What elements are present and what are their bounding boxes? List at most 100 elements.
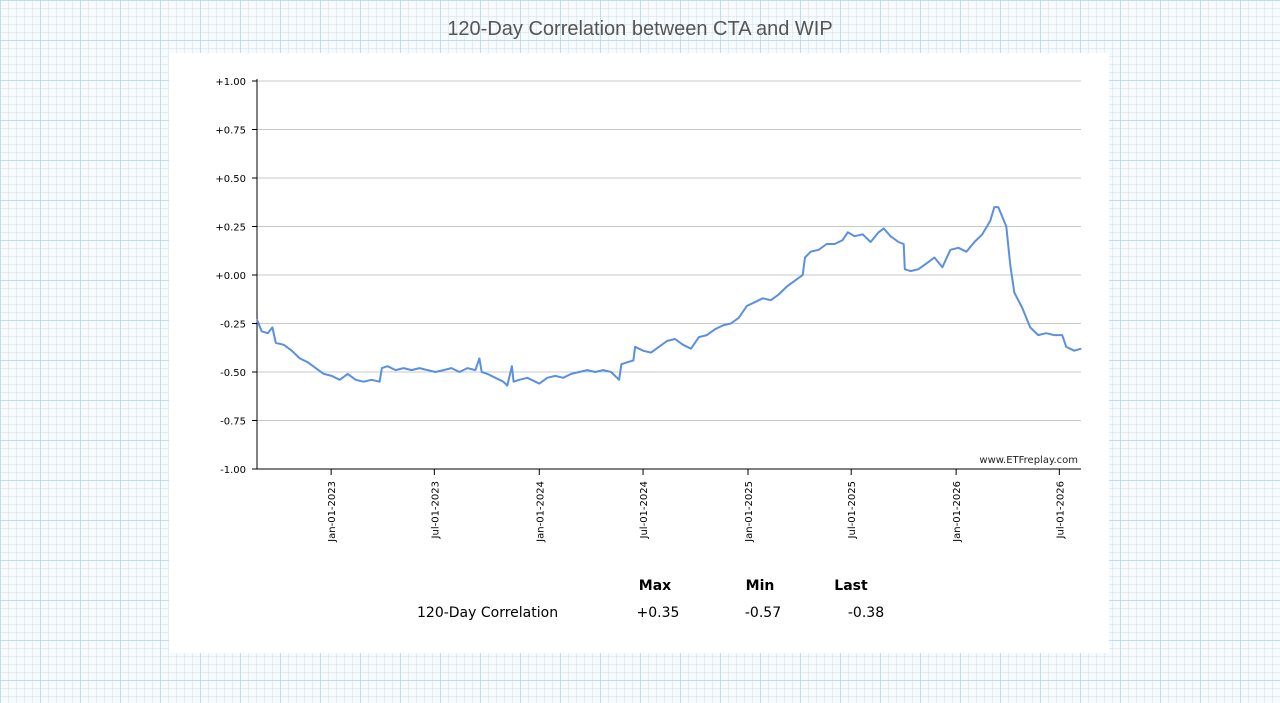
data-point [478,357,480,359]
data-point [271,326,273,328]
data-point [511,365,513,367]
data-point [339,379,341,381]
y-tick-label: +0.50 [215,174,246,185]
data-point [538,383,540,385]
data-point [1073,350,1075,352]
x-tick-label: Jul-01-2024 [639,481,650,539]
data-point [847,231,849,233]
data-point [714,328,716,330]
stats-header-min: Min [745,578,775,594]
data-point [315,367,317,369]
data-point [526,377,528,379]
data-point [620,363,622,365]
data-point [602,369,604,371]
data-point [883,227,885,229]
y-tick-label: +0.25 [215,223,246,234]
data-point [917,268,920,270]
data-point [299,357,301,359]
stats-header-last: Last [834,578,868,594]
data-point [502,381,504,383]
data-point [626,361,628,363]
data-point [371,379,373,381]
data-point [534,381,536,383]
data-point [434,371,437,373]
data-point [818,249,820,251]
x-tick-label: Jul-01-2025 [847,481,858,539]
watermark-text: www.ETFreplay.com [979,455,1078,466]
y-tick-label: +0.75 [215,126,246,137]
data-point [331,375,333,377]
x-tick-label: Jul-01-2026 [1055,481,1066,539]
data-point [1029,326,1031,328]
data-point [363,381,365,383]
chart-panel: +1.00 +0.75 +0.50 +0.25 +0.00 -0.25 -0.50 -0.75… [169,53,1109,653]
data-point [862,233,864,235]
data-point [904,268,906,270]
data-point [387,365,389,367]
data-point [909,270,912,272]
data-point [506,385,508,387]
data-point [1013,291,1015,294]
stats-value-last: -0.38 [847,605,885,621]
data-point [381,367,383,369]
data-point [275,342,277,344]
data-point [889,235,892,237]
data-point [554,375,556,377]
data-point [993,206,995,208]
data-point [706,334,708,336]
data-point [870,241,872,243]
x-tick-label: Jan-01-2026 [952,481,963,543]
stats-table: Max Min Last 120-Day Correlation +0.35 -… [169,53,1109,653]
data-point [722,324,724,326]
data-point [518,379,520,381]
data-point [642,350,644,352]
data-point [842,239,844,241]
y-tick-label: -0.75 [220,417,246,428]
data-point [261,330,263,332]
data-point [466,367,468,369]
data-point [762,297,764,299]
data-point [395,369,397,371]
data-point [674,338,676,340]
data-point [418,367,421,369]
y-tick-label: -1.00 [220,465,246,476]
data-point [1009,264,1011,266]
y-tick-label: +0.00 [215,271,246,282]
data-point [450,367,453,369]
data-point [323,373,325,375]
stats-header-max: Max [638,578,672,594]
series-layer [256,206,1082,387]
data-point [442,369,445,371]
data-point [925,262,928,264]
x-tick-label: Jul-01-2023 [430,481,441,539]
data-point [403,367,405,369]
data-point [632,359,634,361]
x-tick-label: Jan-01-2024 [535,481,546,543]
data-point [997,206,999,208]
data-point [634,346,636,348]
data-point [778,293,780,295]
data-point [878,231,880,233]
data-point [1053,334,1055,336]
data-point [770,299,772,301]
data-point [486,373,488,375]
data-point [826,243,828,245]
y-tick-label: -0.25 [220,320,246,331]
data-point [458,371,460,373]
data-point [854,235,856,237]
data-point [546,377,548,379]
data-point [426,369,429,371]
x-tick-label: Jan-01-2023 [327,481,338,543]
data-point [658,346,660,348]
data-point [474,369,476,371]
data-point [1061,334,1063,336]
data-point [410,369,413,371]
data-point [1021,307,1023,309]
data-point [1080,348,1082,350]
data-point [698,336,700,338]
data-point [989,220,991,222]
data-point [347,373,349,375]
stats-value-max: +0.35 [636,605,680,621]
data-point [981,233,983,235]
data-point [586,369,588,371]
